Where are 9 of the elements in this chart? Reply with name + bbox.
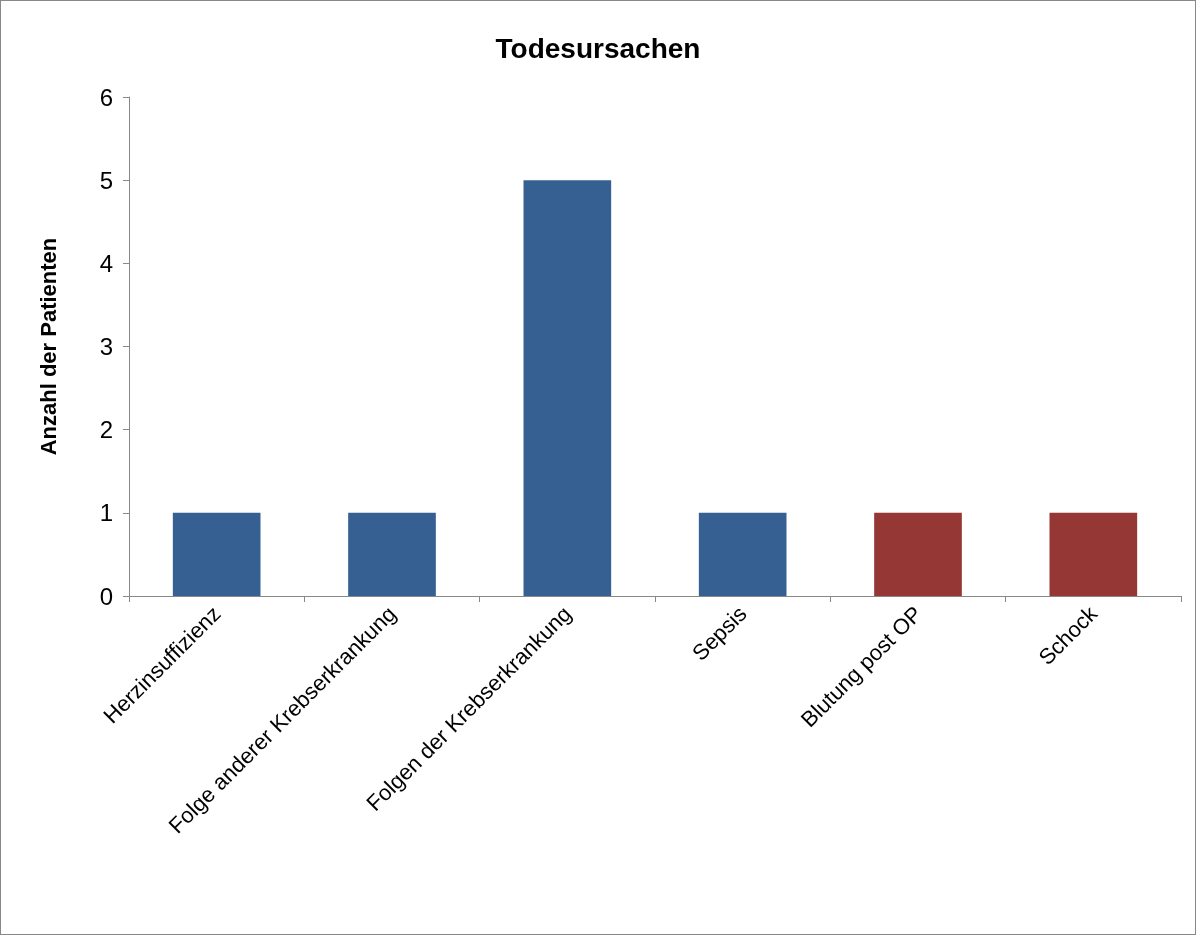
y-tick-label: 4: [99, 249, 113, 277]
y-tick-label: 1: [99, 499, 113, 527]
y-tick-label: 5: [99, 166, 113, 194]
y-tick-label: 6: [99, 83, 113, 111]
chart-title: Todesursachen: [495, 32, 701, 64]
y-tick-label: 0: [99, 582, 113, 610]
y-tick-label: 3: [99, 333, 113, 360]
y-tick-label: 2: [99, 416, 113, 444]
y-axis-title: Anzahl der Patienten: [35, 237, 61, 456]
